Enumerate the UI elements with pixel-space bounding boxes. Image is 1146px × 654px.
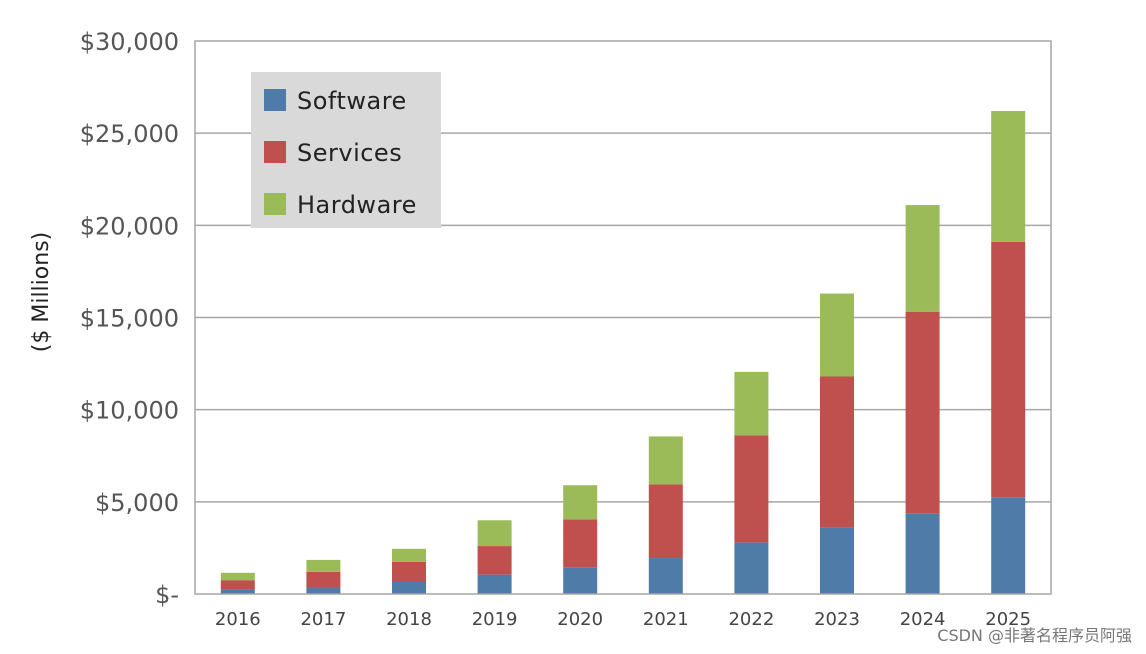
- bar-software-2018: [392, 582, 426, 594]
- legend-label-software: Software: [297, 87, 407, 115]
- y-tick-label: $25,000: [80, 120, 179, 148]
- bar-services-2025: [991, 241, 1026, 498]
- y-tick-label: $15,000: [80, 305, 179, 333]
- x-tick-label: 2020: [557, 609, 603, 630]
- bar-software-2022: [734, 542, 769, 594]
- x-tick-label: 2016: [215, 609, 261, 630]
- legend-swatch-software: [264, 89, 286, 111]
- y-tick-label: $20,000: [80, 212, 179, 240]
- bar-services-2016: [220, 580, 255, 590]
- bar-hardware-2018: [392, 548, 426, 562]
- bar-software-2020: [563, 567, 598, 594]
- bar-software-2021: [648, 558, 683, 594]
- bar-software-2017: [306, 587, 341, 594]
- bar-services-2018: [392, 561, 426, 583]
- x-tick-label: 2019: [472, 609, 518, 630]
- bar-hardware-2019: [477, 520, 512, 547]
- y-tick-label: $30,000: [80, 28, 179, 56]
- x-axis-tick-labels: 2016 2017 2018 2019 2020 2021 2022 2023 2024 2025: [215, 609, 1031, 630]
- legend-swatch-services: [264, 141, 286, 163]
- bar-hardware-2017: [306, 559, 341, 572]
- legend-label-hardware: Hardware: [297, 191, 417, 219]
- bar-series: [220, 111, 1026, 594]
- legend-swatch-hardware: [264, 193, 286, 215]
- x-tick-label: 2021: [643, 609, 689, 630]
- bar-hardware-2024: [905, 205, 940, 312]
- y-tick-label: $-: [155, 581, 179, 609]
- bar-services-2017: [306, 571, 341, 588]
- bar-software-2016: [220, 589, 255, 594]
- x-tick-label: 2025: [985, 609, 1031, 630]
- bar-software-2024: [905, 513, 940, 594]
- bar-services-2019: [477, 546, 512, 575]
- bar-hardware-2022: [734, 371, 769, 436]
- plot-area-frame: [194, 40, 1052, 595]
- x-tick-label: 2017: [300, 609, 346, 630]
- legend-label-services: Services: [297, 139, 402, 167]
- y-axis-tick-labels: $- $5,000 $10,000 $15,000 $20,000 $25,000 $30,…: [80, 28, 179, 609]
- y-axis-label: ($ Millions): [29, 232, 54, 352]
- bar-hardware-2021: [648, 436, 683, 485]
- x-tick-label: 2024: [900, 609, 946, 630]
- bar-software-2019: [477, 574, 512, 594]
- watermark-text: CSDN @非著名程序员阿强: [937, 626, 1132, 645]
- bar-software-2025: [991, 497, 1026, 594]
- y-tick-label: $10,000: [80, 397, 179, 425]
- legend: Software Services Hardware: [251, 72, 441, 228]
- bar-hardware-2020: [563, 485, 598, 520]
- bar-hardware-2016: [220, 572, 255, 581]
- bar-services-2023: [820, 376, 854, 528]
- bar-services-2020: [563, 519, 598, 568]
- bar-hardware-2025: [991, 111, 1026, 242]
- bar-services-2021: [648, 484, 683, 559]
- x-tick-label: 2018: [386, 609, 432, 630]
- x-tick-label: 2022: [728, 609, 774, 630]
- bar-services-2024: [905, 311, 940, 514]
- bar-hardware-2023: [820, 293, 854, 377]
- bar-services-2022: [734, 435, 769, 543]
- bar-software-2023: [820, 527, 854, 594]
- y-tick-label: $5,000: [95, 489, 179, 517]
- x-tick-label: 2023: [814, 609, 860, 630]
